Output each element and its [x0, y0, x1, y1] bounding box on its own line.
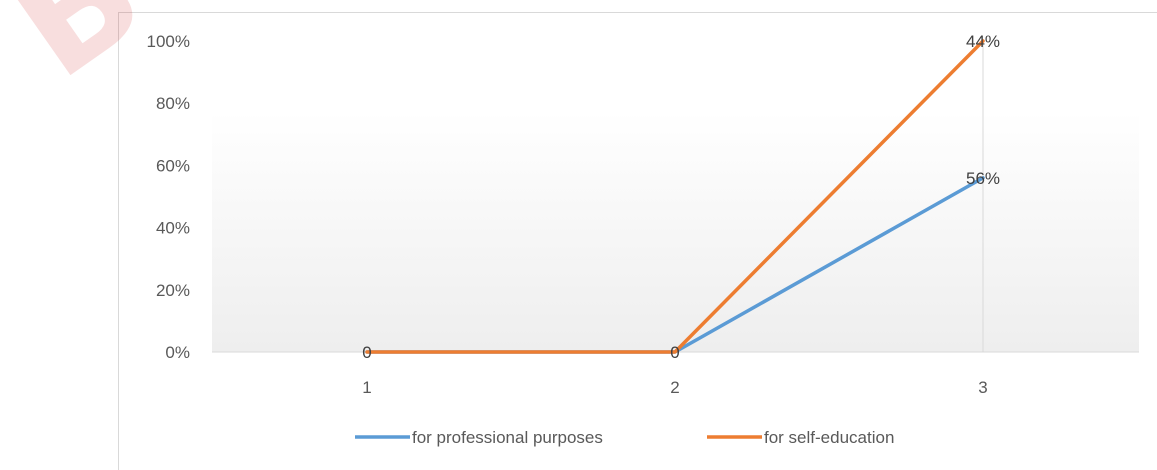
- x-tick-label: 2: [670, 378, 679, 397]
- data-label: 0: [362, 343, 371, 362]
- y-tick-label: 80%: [156, 94, 190, 113]
- y-tick-label: 40%: [156, 219, 190, 238]
- y-tick-label: 100%: [147, 32, 190, 51]
- y-tick-label: 0%: [165, 343, 190, 362]
- x-tick-label: 1: [362, 378, 371, 397]
- chart-frame: [118, 12, 1157, 470]
- data-label: 0: [670, 343, 679, 362]
- y-tick-label: 60%: [156, 156, 190, 175]
- x-tick-label: 3: [978, 378, 987, 397]
- series-line-1: [365, 39, 985, 354]
- legend-label: for self-education: [764, 428, 894, 447]
- data-label: 44%: [966, 32, 1000, 51]
- plot-background: [212, 111, 1139, 352]
- legend-label: for professional purposes: [412, 428, 603, 447]
- y-tick-label: 20%: [156, 281, 190, 300]
- data-label: 56%: [966, 169, 1000, 188]
